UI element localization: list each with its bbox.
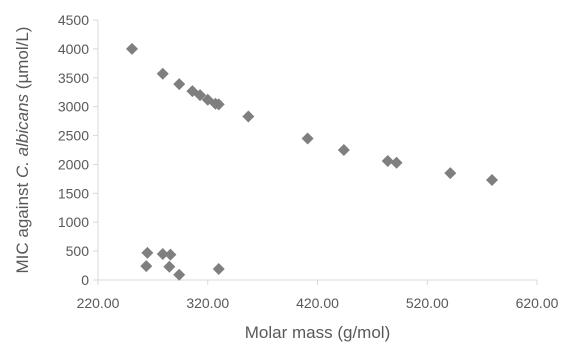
- data-point: [194, 89, 207, 102]
- y-axis-title: MIC against C. albicans (µmol/L): [13, 27, 32, 274]
- y-tick-label: 1000: [58, 214, 89, 230]
- y-tick-label: 3500: [58, 70, 89, 86]
- x-axis-title: Molar mass (g/mol): [245, 323, 390, 342]
- data-point: [126, 42, 139, 55]
- data-point: [212, 98, 225, 111]
- y-axis-title-unit: (µmol/L): [13, 27, 32, 94]
- data-point: [337, 144, 350, 156]
- x-tick-label: 320.00: [186, 295, 229, 311]
- data-point: [486, 174, 499, 187]
- y-tick-label: 4000: [58, 41, 89, 57]
- y-tick-label: 0: [81, 272, 89, 288]
- y-tick-label: 1500: [58, 185, 89, 201]
- data-point: [444, 167, 457, 180]
- data-point: [242, 110, 255, 123]
- data-point: [381, 154, 394, 167]
- data-point: [141, 246, 154, 259]
- x-tick-label: 220.00: [77, 295, 120, 311]
- data-point: [156, 248, 169, 260]
- x-axis-ticks: 220.00 320.00 420.00 520.00 620.00: [77, 280, 559, 311]
- data-point: [140, 260, 153, 273]
- data-point: [212, 263, 225, 276]
- x-tick-label: 420.00: [296, 295, 339, 311]
- x-tick-label: 520.00: [406, 295, 449, 311]
- y-axis-title-part: MIC against: [13, 178, 32, 273]
- data-point: [163, 260, 176, 273]
- data-point: [301, 132, 314, 145]
- y-tick-label: 4500: [58, 12, 89, 28]
- data-points: [126, 42, 499, 281]
- y-tick-label: 2500: [58, 128, 89, 144]
- y-tick-label: 3000: [58, 99, 89, 115]
- data-point: [156, 67, 169, 80]
- y-axis-title-species: C. albicans: [13, 93, 32, 178]
- data-point: [164, 248, 177, 261]
- data-point: [173, 268, 186, 281]
- x-tick-label: 620.00: [516, 295, 559, 311]
- y-tick-label: 500: [66, 243, 90, 259]
- data-point: [390, 156, 403, 169]
- y-tick-label: 2000: [58, 156, 89, 172]
- data-point: [173, 78, 186, 91]
- y-axis-ticks: 0 500 1000 1500 2000 2500 3000 3500 4000 4500: [58, 12, 98, 288]
